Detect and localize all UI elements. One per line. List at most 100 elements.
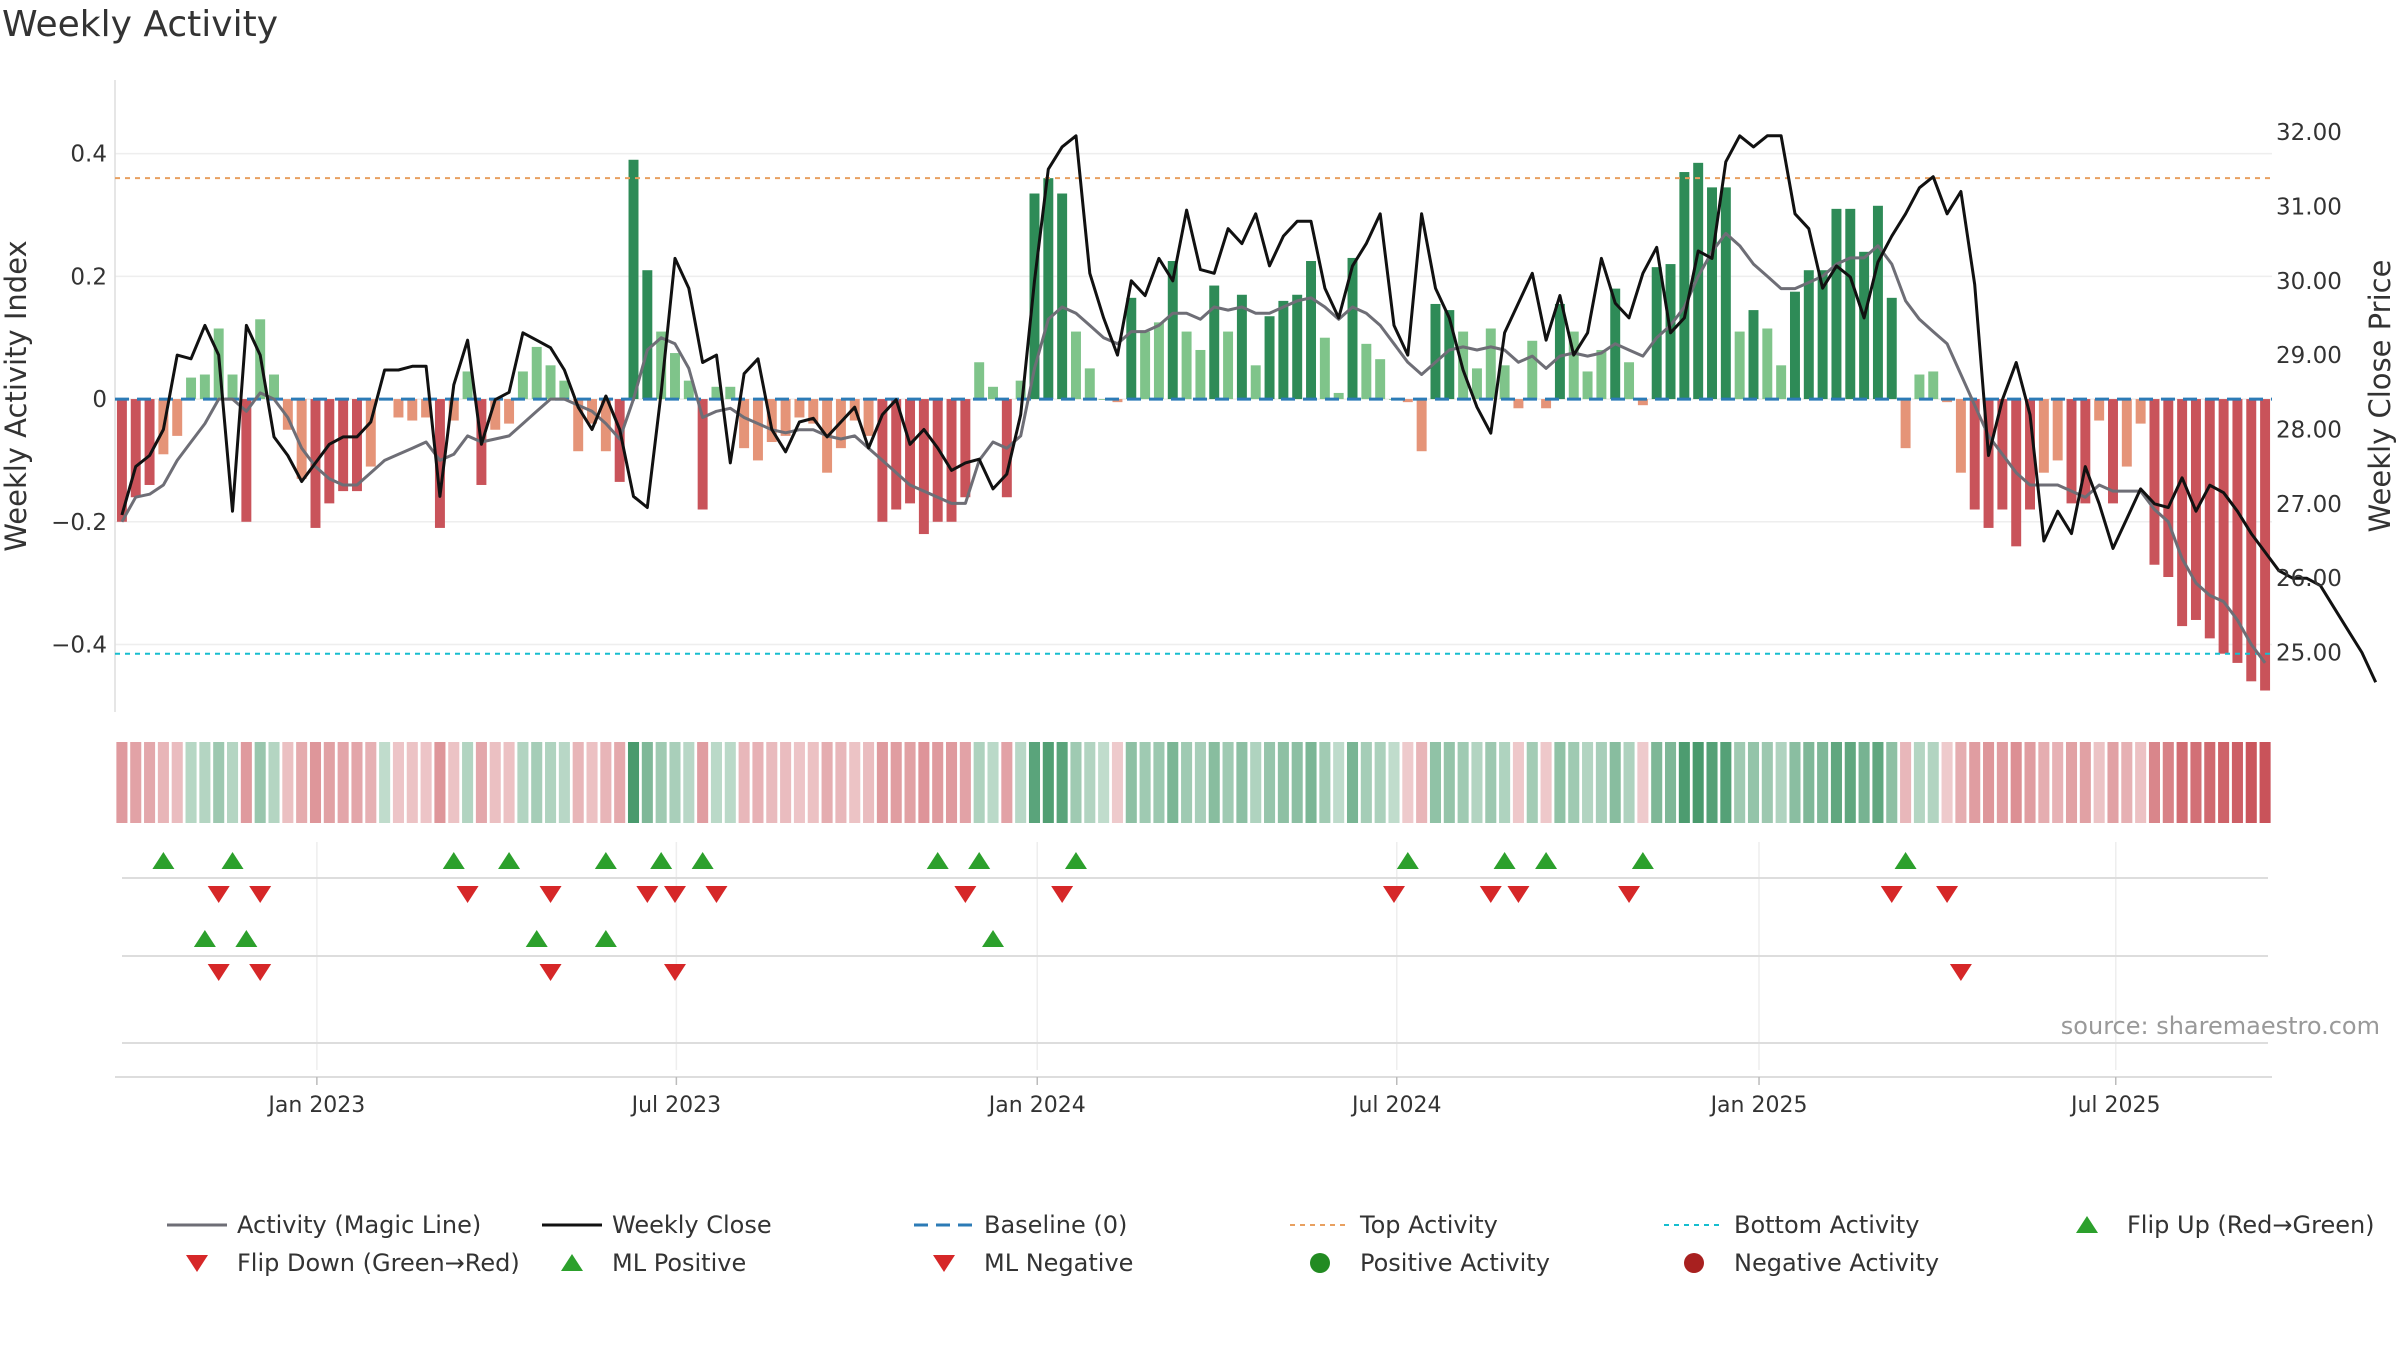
heat-strip-cell <box>1955 742 1967 823</box>
flip-up-marker <box>926 852 949 869</box>
legend-swatch <box>1310 1253 1330 1273</box>
heat-strip-cell <box>379 742 391 823</box>
right-tick-label: 27.00 <box>2276 492 2342 518</box>
activity-bar <box>766 399 777 443</box>
activity-bar <box>365 399 376 467</box>
activity-bar <box>1872 205 1883 400</box>
heat-strip-cell <box>1028 742 1041 823</box>
heat-strip-cell <box>2190 742 2202 823</box>
activity-bar <box>1098 399 1109 400</box>
heat-strip-cell <box>600 742 612 823</box>
activity-bar <box>1167 261 1178 400</box>
activity-bar <box>2108 399 2118 504</box>
legend-item-negative_dot: Negative Activity <box>1684 1249 1939 1277</box>
heat-strip-cell <box>1789 742 1801 823</box>
flip-up-marker <box>1535 852 1558 869</box>
activity-bar <box>1513 399 1524 409</box>
activity-bar <box>1734 331 1745 400</box>
heat-strip-cell <box>918 742 930 823</box>
activity-bar <box>559 380 570 400</box>
activity-bar <box>517 371 528 400</box>
activity-bar <box>891 399 902 510</box>
activity-bar <box>1319 337 1330 400</box>
activity-bar <box>1637 399 1648 406</box>
flip-up-marker <box>1894 852 1917 869</box>
activity-bar <box>960 399 971 498</box>
activity-bar <box>1748 310 1759 400</box>
right-tick-label: 25.00 <box>2276 641 2342 667</box>
heat-strip-cell <box>710 742 723 823</box>
activity-bar <box>504 399 515 424</box>
heat-strip-cell <box>2231 742 2243 823</box>
heat-strip-cell <box>1001 742 1013 823</box>
activity-bar <box>1292 294 1303 400</box>
heat-strip-cell <box>545 742 557 823</box>
heat-strip-cell <box>1181 742 1193 823</box>
activity-bar <box>296 399 307 479</box>
activity-bar <box>697 399 708 510</box>
activity-bar <box>172 399 183 436</box>
heat-strip-cell <box>1803 742 1815 823</box>
heat-strip-cell <box>835 742 847 823</box>
heat-strip-cell <box>337 742 349 823</box>
legend-label: Flip Up (Red→Green) <box>2127 1211 2375 1239</box>
heat-strip-cell <box>365 742 377 823</box>
heat-strip-cell <box>1872 742 1884 823</box>
heat-strip-cell <box>793 742 805 823</box>
activity-bar <box>434 399 445 528</box>
right-tick-label: 30.00 <box>2276 269 2342 295</box>
activity-bar <box>1084 368 1095 400</box>
flip-up-marker <box>152 852 175 869</box>
activity-bar <box>2260 399 2271 691</box>
activity-bar <box>683 380 694 400</box>
heat-strip-cell <box>171 742 183 823</box>
legend-label: Top Activity <box>1359 1211 1498 1239</box>
activity-bar <box>1112 399 1123 403</box>
flip-up-marker <box>442 852 465 869</box>
ml-negative-marker <box>1949 964 1972 981</box>
heat-strip-cell <box>807 742 819 823</box>
heat-strip-cell <box>1913 742 1925 823</box>
activity-bar <box>1789 291 1800 400</box>
legend-item-ml_negative: ML Negative <box>933 1249 1133 1277</box>
activity-bar <box>752 399 763 461</box>
legend-label: Positive Activity <box>1360 1249 1550 1277</box>
heat-strip-cell <box>959 742 971 823</box>
heat-strip-cell <box>2148 742 2161 823</box>
heat-strip-cell <box>1388 742 1400 823</box>
legend-swatch <box>186 1255 208 1272</box>
heat-strip-cell <box>558 742 570 823</box>
activity-bar <box>1969 399 1980 510</box>
flip-up-marker <box>498 852 521 869</box>
heat-strip-cell <box>213 742 225 823</box>
legend-item-top_line: Top Activity <box>1290 1211 1498 1239</box>
heat-strip-cell <box>1844 742 1856 823</box>
activity-bar <box>462 371 473 400</box>
heat-strip-cell <box>2259 742 2271 823</box>
heat-strip-cell <box>309 742 322 823</box>
legend-item-baseline: Baseline (0) <box>914 1211 1127 1239</box>
ml-negative-marker <box>539 964 562 981</box>
heat-strip-cell <box>1236 742 1248 823</box>
legend-swatch <box>933 1255 955 1272</box>
activity-bar <box>2080 399 2091 504</box>
heat-strip-cell <box>904 742 916 823</box>
left-tick-label: −0.2 <box>51 510 107 536</box>
heat-strip-cell <box>1609 742 1621 823</box>
flip-up-marker <box>221 852 244 869</box>
legend-label: Negative Activity <box>1734 1249 1939 1277</box>
activity-bar <box>1955 399 1966 473</box>
activity-bar <box>1914 374 1925 400</box>
heat-strip-cell <box>2065 742 2078 823</box>
flip-down-marker <box>954 886 977 903</box>
activity-bar <box>2121 399 2132 467</box>
heat-strip-cell <box>586 742 598 823</box>
activity-bar <box>628 159 639 400</box>
heat-strip-cell <box>1983 742 1995 823</box>
heat-strip-cell <box>130 742 142 823</box>
heat-strip-cell <box>1512 742 1524 823</box>
left-tick-label: −0.4 <box>51 633 107 659</box>
heat-strip-cell <box>2052 742 2064 823</box>
activity-bar <box>1693 162 1704 400</box>
activity-bar <box>407 399 418 421</box>
